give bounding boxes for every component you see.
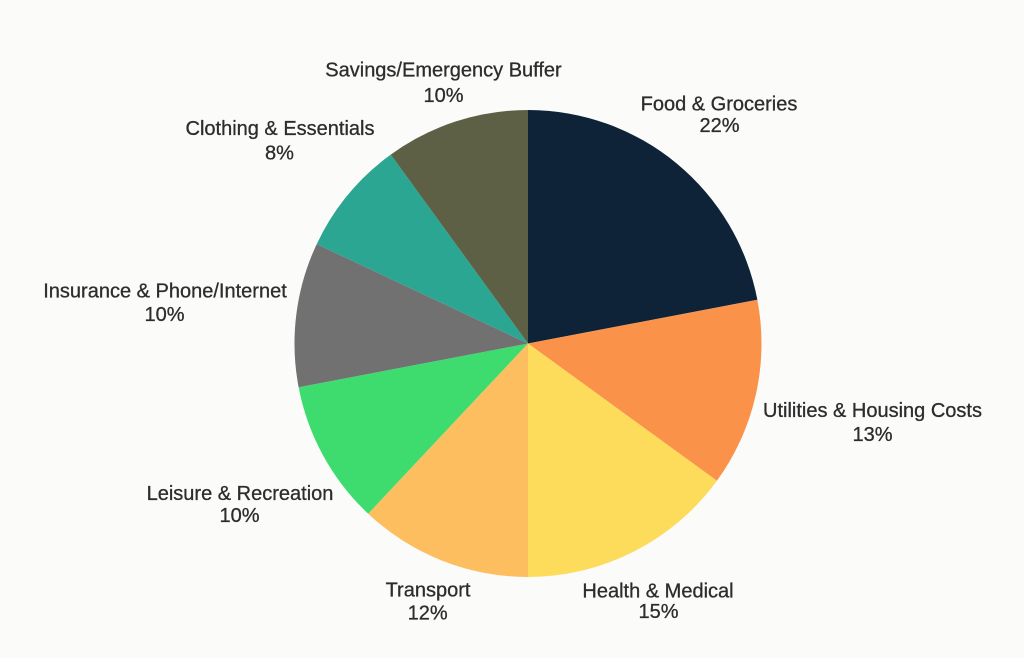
svg-text:Health & Medical: Health & Medical bbox=[582, 580, 733, 602]
svg-text:Transport: Transport bbox=[386, 580, 471, 602]
svg-text:Food & Groceries: Food & Groceries bbox=[641, 93, 798, 115]
svg-text:10%: 10% bbox=[423, 85, 463, 107]
svg-text:10%: 10% bbox=[144, 304, 184, 326]
svg-text:22%: 22% bbox=[699, 115, 739, 137]
svg-text:15%: 15% bbox=[638, 601, 678, 623]
svg-text:12%: 12% bbox=[408, 603, 448, 625]
svg-text:8%: 8% bbox=[265, 143, 294, 165]
svg-text:Savings/Emergency Buffer: Savings/Emergency Buffer bbox=[325, 59, 562, 81]
svg-text:Utilities & Housing Costs: Utilities & Housing Costs bbox=[763, 400, 982, 422]
svg-text:Clothing & Essentials: Clothing & Essentials bbox=[186, 118, 375, 140]
svg-text:Leisure & Recreation: Leisure & Recreation bbox=[147, 483, 334, 505]
svg-text:Insurance & Phone/Internet: Insurance & Phone/Internet bbox=[43, 281, 287, 303]
svg-text:13%: 13% bbox=[852, 424, 892, 446]
svg-text:10%: 10% bbox=[219, 505, 259, 527]
